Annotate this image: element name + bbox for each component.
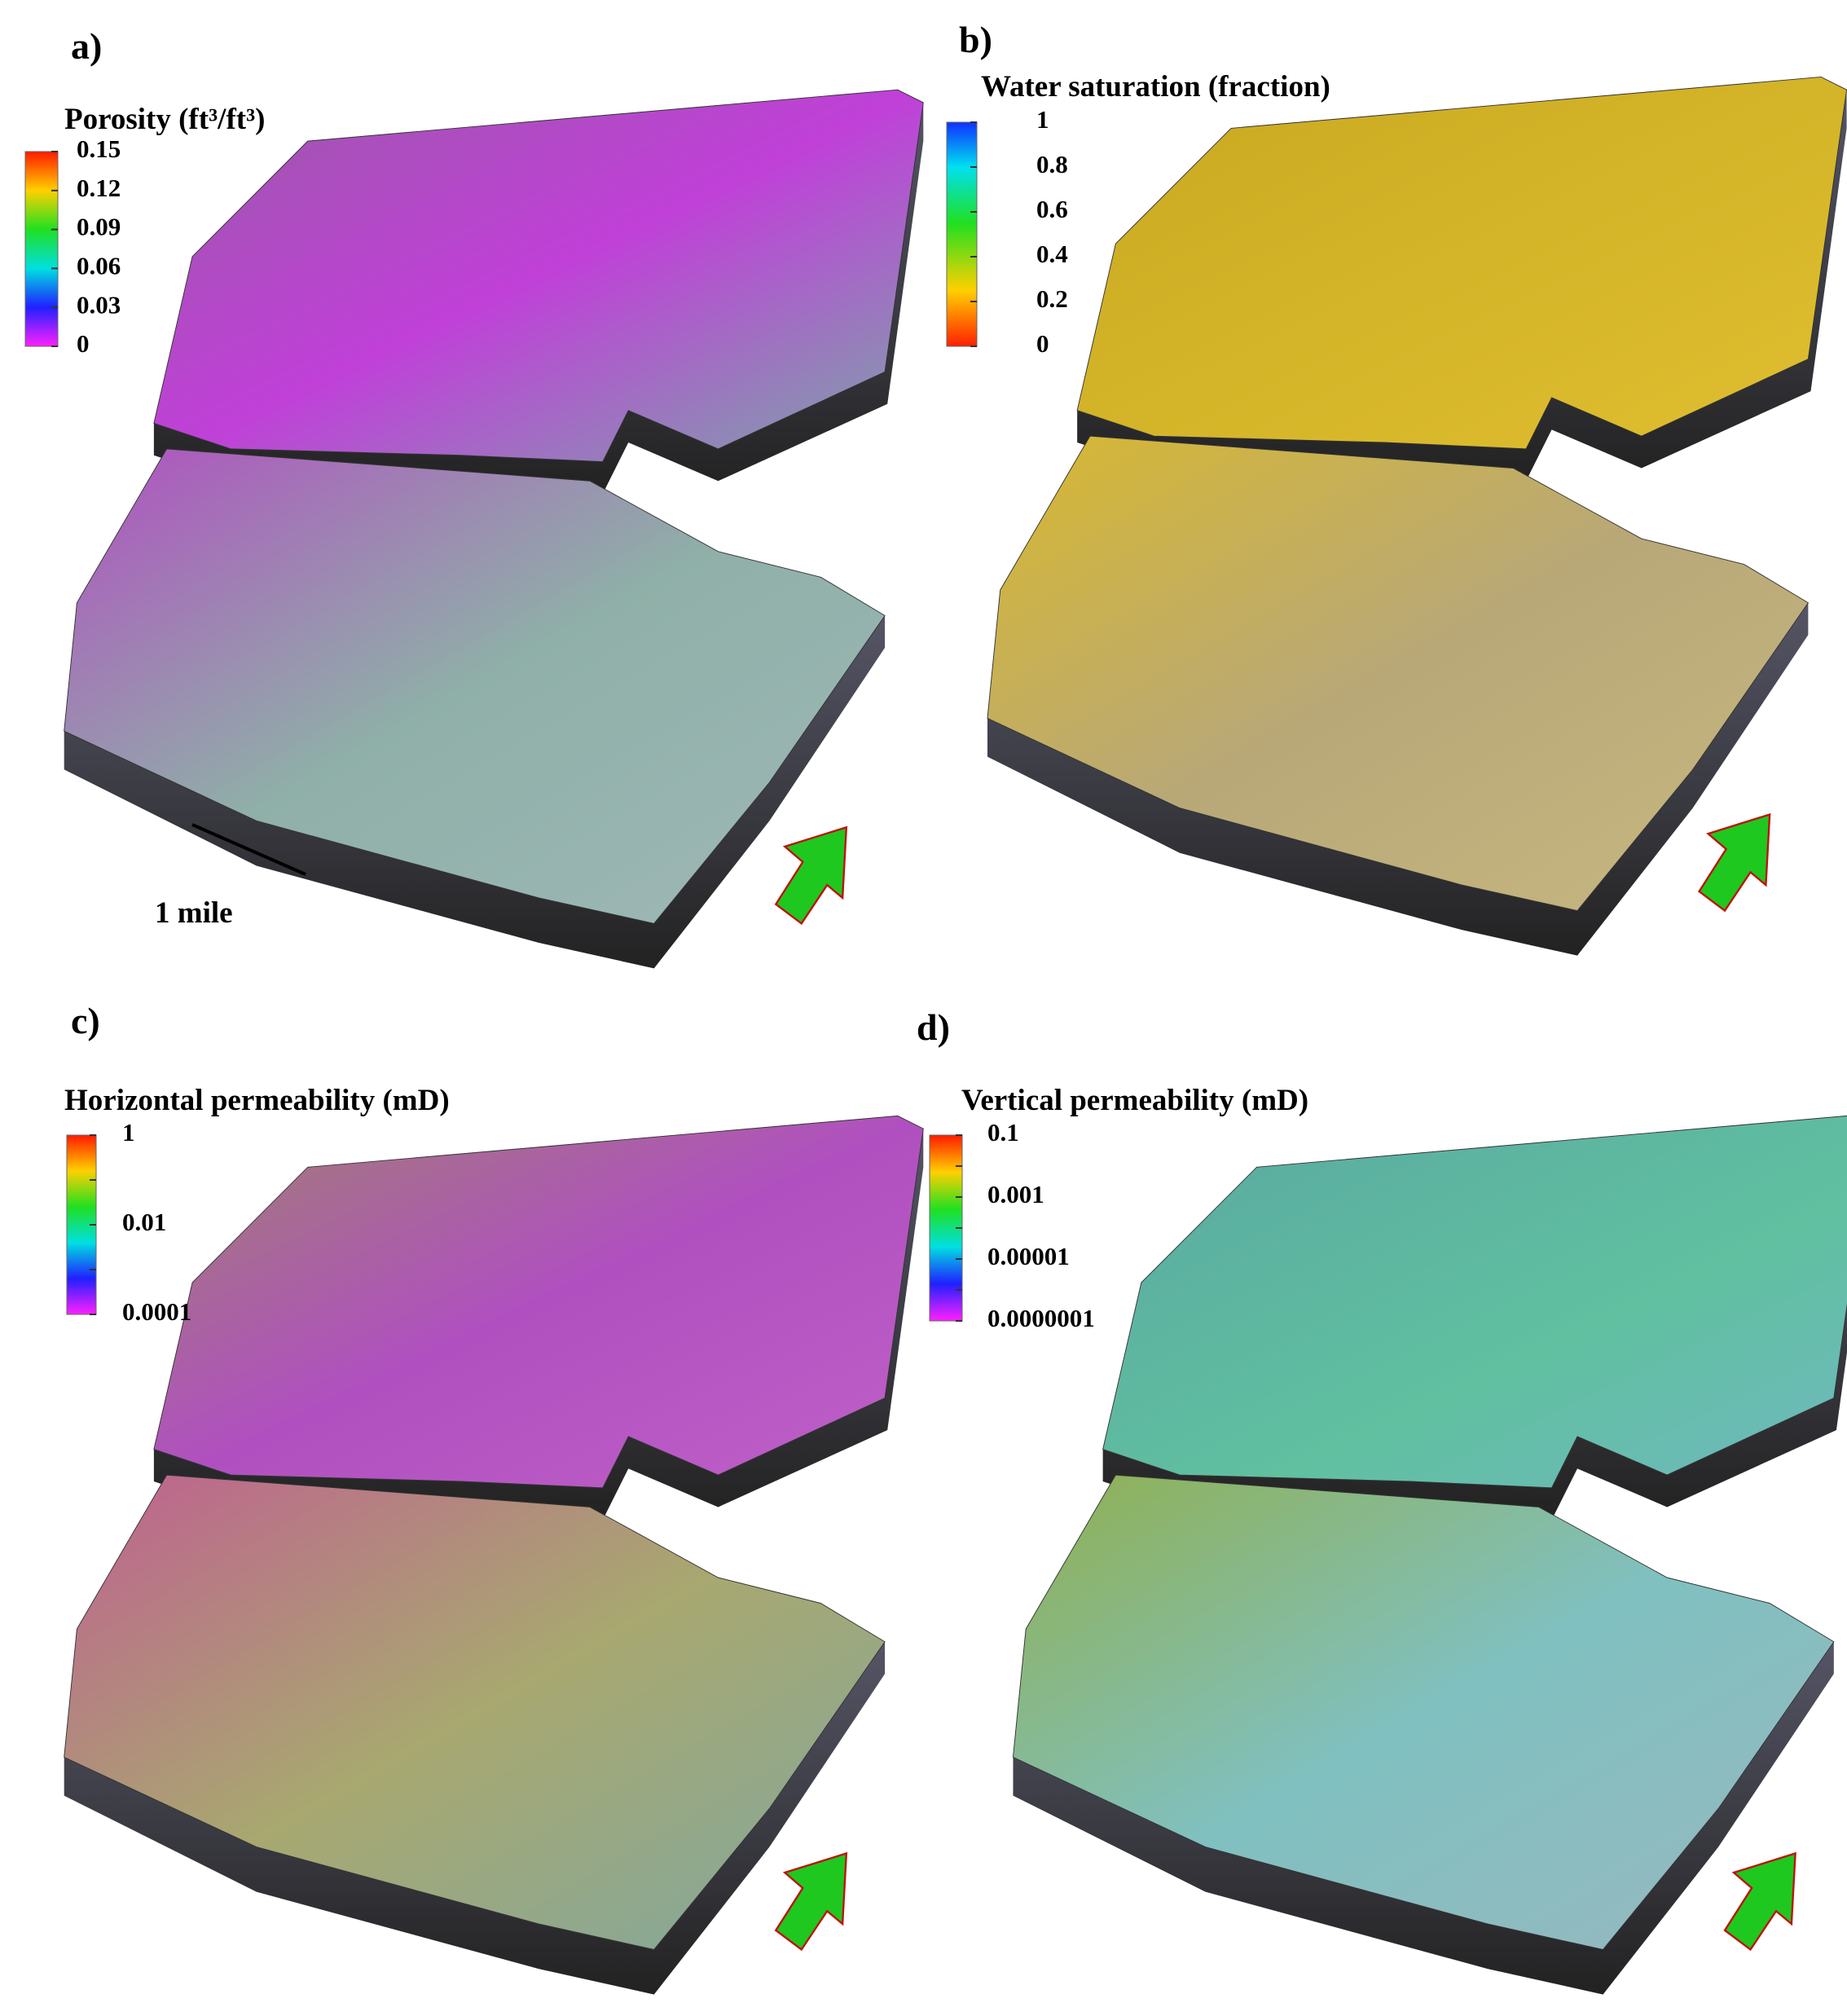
north-arrow	[1723, 1851, 1796, 1952]
scale-bar	[191, 823, 306, 876]
colorbar-tick-label: 0.0001	[122, 1297, 191, 1326]
colorbar-tick-label: 0.1	[987, 1118, 1019, 1147]
colorbar-tick-label: 0	[77, 329, 90, 358]
colorbar-tick-label: 0.00001	[987, 1242, 1070, 1270]
colorbar-tick-label: 0.6	[1036, 195, 1068, 223]
side-wall	[64, 1641, 886, 1995]
panel-label: d)	[917, 1006, 950, 1048]
colorbar-tick-label: 0.15	[77, 134, 121, 163]
colorbar-tick-label: 0	[1036, 329, 1049, 358]
panel-label: b)	[959, 19, 992, 60]
panel-label: a)	[71, 25, 102, 67]
lower-block	[64, 448, 886, 924]
reservoir-model	[64, 89, 924, 969]
colorbar-tick-label: 0.12	[77, 174, 121, 202]
upper-block	[1076, 76, 1847, 450]
legend-title: Vertical permeability (mD)	[961, 1084, 1308, 1117]
reservoir-model	[987, 76, 1847, 956]
panel-label: c)	[71, 1000, 100, 1041]
north-arrow	[774, 825, 848, 925]
lower-block	[987, 435, 1810, 912]
scale-bar-label: 1 mile	[155, 896, 233, 930]
colorbar	[946, 121, 978, 347]
north-arrow	[1697, 812, 1771, 913]
reservoir-model	[1012, 1115, 1847, 1995]
colorbar-tick-label: 0.09	[77, 213, 121, 241]
colorbar-tick-label: 0.0000001	[987, 1304, 1095, 1332]
upper-block	[1102, 1115, 1847, 1489]
side-wall	[64, 615, 886, 969]
colorbar-tick-label: 0.01	[122, 1208, 166, 1236]
reservoir-model	[64, 1115, 924, 1995]
north-arrow	[774, 1851, 848, 1952]
lower-block	[64, 1474, 886, 1951]
legend-title: Water saturation (fraction)	[981, 70, 1330, 103]
colorbar-tick-label: 0.06	[77, 252, 121, 280]
colorbar-tick-label: 0.001	[987, 1180, 1044, 1208]
colorbar-tick-label: 0.8	[1036, 150, 1068, 178]
colorbar-tick-label: 1	[122, 1118, 135, 1147]
colorbar	[24, 151, 59, 347]
side-wall	[987, 602, 1809, 956]
lower-block	[1012, 1474, 1835, 1951]
colorbar-tick-label: 0.2	[1036, 284, 1068, 313]
colorbar-tick-label: 0.4	[1036, 240, 1068, 268]
colorbar-tick-label: 1	[1036, 105, 1049, 134]
upper-block	[153, 1115, 924, 1489]
models	[64, 76, 1847, 1995]
legend-title: Horizontal permeability (mD)	[64, 1084, 450, 1117]
colorbar-tick-label: 0.03	[77, 290, 121, 319]
legend-title: Porosity (ft³/ft³)	[64, 103, 266, 136]
upper-block	[153, 89, 924, 463]
side-wall	[1013, 1641, 1834, 1995]
